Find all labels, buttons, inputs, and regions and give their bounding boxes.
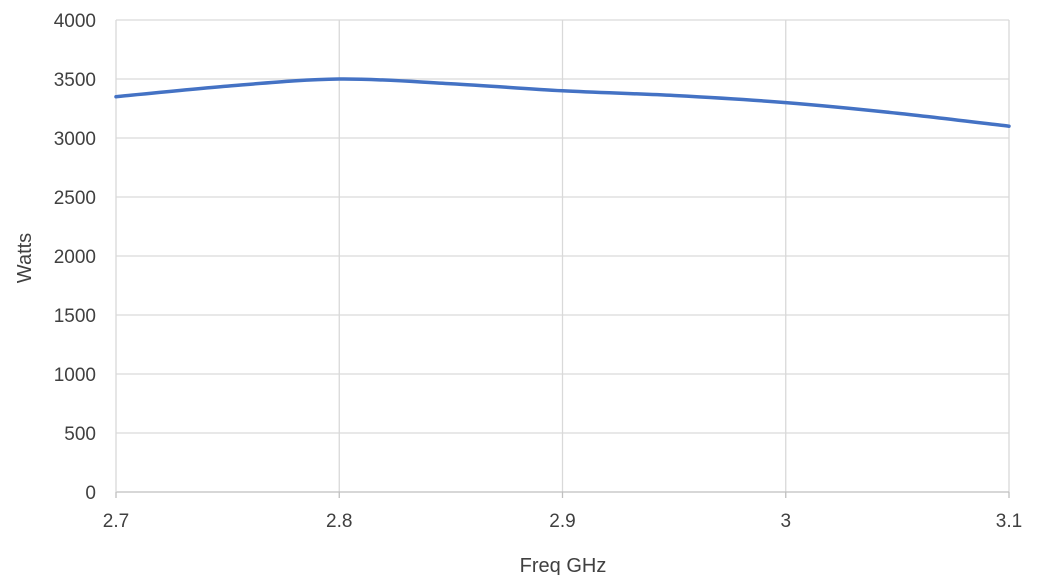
axes: [115, 20, 1010, 498]
y-tick-label: 3500: [54, 70, 96, 91]
x-tick-label: 2.7: [103, 511, 129, 532]
y-tick-label: 1000: [54, 365, 96, 386]
x-tick-label: 2.8: [326, 511, 352, 532]
x-axis-title: Freq GHz: [520, 555, 607, 575]
y-tick-label: 2000: [54, 247, 96, 268]
series-line: [114, 77, 1011, 128]
series-layer: [114, 77, 1011, 128]
tick-labels: 0 500 1000 1500 2000 2500 3000 3500 4000 2.7 2.8 2.…: [54, 11, 1022, 532]
y-tick-label: 4000: [54, 11, 96, 32]
x-tick-label: 2.9: [549, 511, 575, 532]
gridlines: [116, 19, 1010, 492]
x-tick-label: 3.1: [996, 511, 1022, 532]
y-tick-label: 500: [64, 424, 96, 445]
y-tick-label: 1500: [54, 306, 96, 327]
x-tick-label: 3: [780, 511, 791, 532]
y-axis-title: Watts: [14, 233, 36, 283]
y-tick-label: 3000: [54, 129, 96, 150]
y-tick-label: 0: [85, 483, 96, 504]
y-tick-label: 2500: [54, 188, 96, 209]
